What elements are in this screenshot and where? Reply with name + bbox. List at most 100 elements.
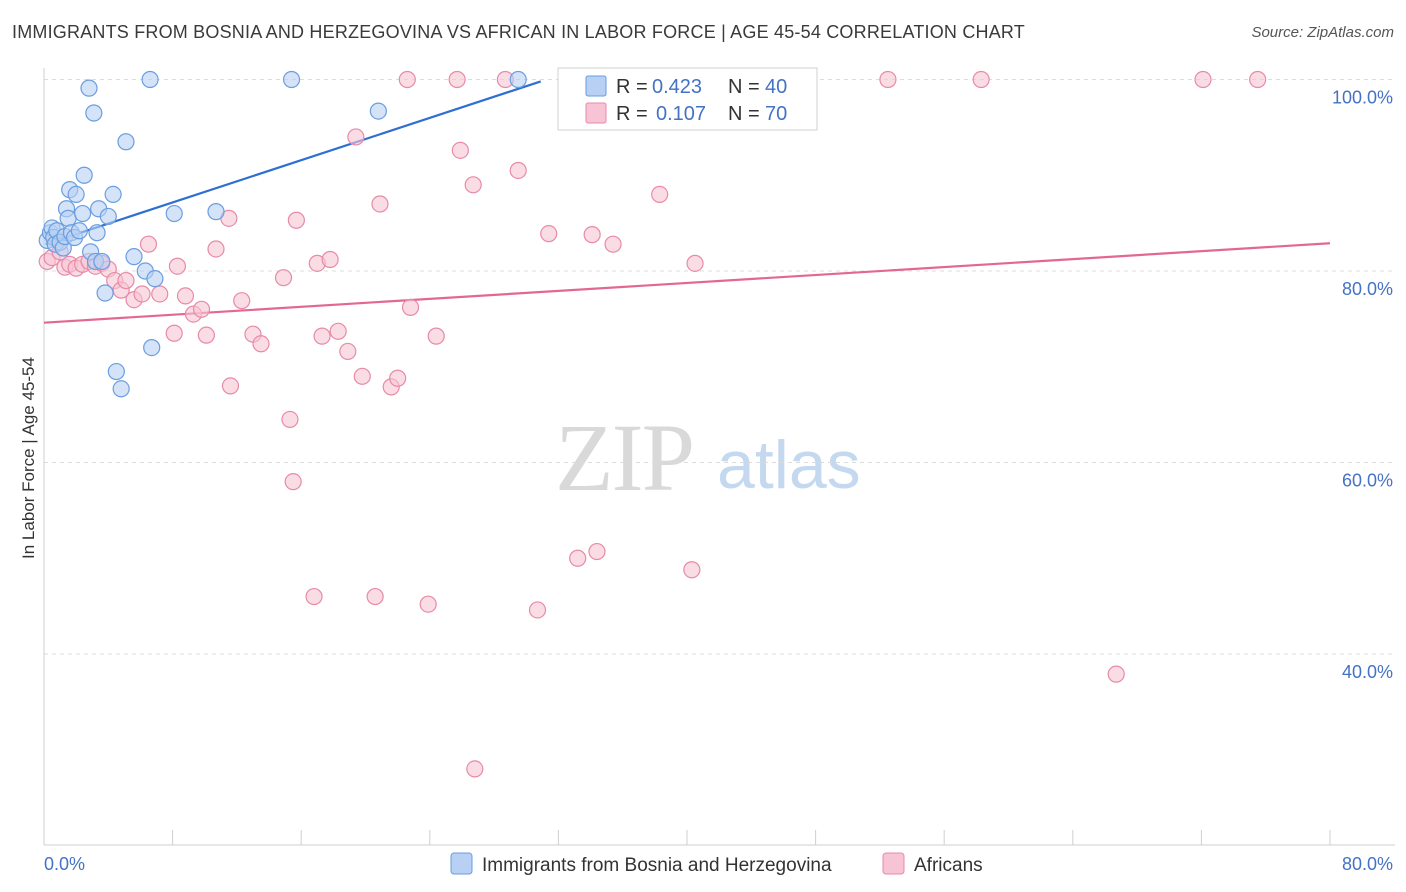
data-point-pink [192, 300, 211, 318]
legend-r-label-blue: R = [616, 76, 648, 98]
data-point-blue [80, 79, 98, 97]
legend-n-label-pink: N = [728, 103, 760, 125]
data-point-blue [75, 166, 93, 184]
data-point-blue [67, 185, 85, 203]
data-point-pink [168, 257, 187, 275]
data-point-blue [107, 362, 125, 381]
data-point-pink [281, 410, 299, 429]
trend-line-pink [43, 242, 1331, 324]
legend-n-value-blue: 40 [765, 76, 787, 98]
data-point-pink [604, 235, 622, 253]
data-point-pink [274, 269, 293, 287]
data-point-pink [176, 287, 195, 305]
data-point-pink [448, 70, 466, 89]
data-point-blue [70, 222, 88, 240]
data-point-pink [305, 587, 323, 606]
x-tick-label: 0.0% [44, 854, 85, 874]
tick-labels: 100.0% 80.0% 60.0% 40.0% 0.0% 80.0% [44, 88, 1393, 875]
data-point-pink [879, 70, 897, 89]
legend-r-value-blue: 0.423 [652, 76, 702, 98]
data-point-pink [329, 322, 347, 340]
data-point-pink [588, 542, 606, 561]
data-point-pink [347, 128, 365, 146]
data-point-pink [683, 561, 701, 579]
data-point-pink [427, 327, 445, 345]
data-point-pink [371, 195, 389, 213]
y-tick-label: 100.0% [1332, 88, 1393, 108]
watermark-atlas: atlas [717, 427, 861, 503]
data-point-blue [96, 284, 114, 302]
data-point-pink [401, 298, 420, 316]
data-point-blue [165, 204, 183, 223]
data-points [38, 70, 1267, 778]
data-point-blue [88, 224, 106, 242]
data-point-pink [197, 326, 215, 344]
chart-title: IMMIGRANTS FROM BOSNIA AND HERZEGOVINA V… [12, 22, 1025, 42]
data-point-blue [99, 207, 117, 226]
data-point-blue [104, 185, 122, 203]
data-point-pink [1249, 70, 1267, 89]
data-point-pink [509, 161, 527, 180]
data-point-pink [419, 595, 437, 613]
data-point-pink [165, 324, 183, 342]
data-point-pink [207, 240, 225, 258]
data-point-pink [133, 285, 151, 303]
legend-n-label-blue: N = [728, 76, 760, 98]
legend-r-value-pink: 0.107 [656, 103, 706, 125]
watermark: ZIP atlas [555, 404, 861, 511]
bottom-legend: Immigrants from Bosnia and Herzegovina A… [450, 852, 983, 876]
data-point-pink [321, 250, 339, 269]
y-axis-label: In Labor Force | Age 45-54 [19, 357, 38, 559]
legend-swatch-pink [585, 102, 607, 124]
data-point-blue [509, 70, 527, 89]
data-point-pink [398, 70, 416, 89]
data-point-pink [389, 369, 407, 387]
data-point-pink [139, 235, 158, 253]
gridlines [44, 79, 1395, 655]
data-point-blue [59, 209, 77, 227]
data-point-pink [464, 176, 482, 194]
data-point-pink [339, 342, 357, 361]
axes [43, 68, 1395, 846]
data-point-pink [252, 335, 270, 353]
data-point-pink [569, 549, 587, 567]
data-point-blue [85, 104, 103, 122]
data-point-blue [117, 133, 135, 151]
legend: R = 0.423 N = 40 R = 0.107 N = 70 [557, 67, 818, 131]
data-point-blue [112, 380, 130, 398]
legend-r-label-pink: R = [616, 103, 648, 125]
y-tick-label: 40.0% [1342, 662, 1393, 682]
data-point-blue [146, 270, 164, 288]
data-point-blue [369, 102, 387, 120]
x-tick-label: 80.0% [1342, 854, 1393, 874]
data-point-blue [93, 252, 111, 271]
data-point-pink [972, 70, 990, 89]
bottom-legend-swatch-pink [882, 852, 905, 875]
data-point-pink [466, 760, 484, 778]
data-point-pink [151, 285, 169, 303]
data-point-pink [313, 327, 331, 345]
data-point-pink [1194, 70, 1212, 89]
legend-n-value-pink: 70 [765, 103, 787, 125]
data-point-blue [73, 204, 92, 223]
data-point-pink [221, 377, 240, 395]
data-point-pink [651, 185, 669, 203]
data-point-pink [284, 473, 302, 491]
y-tick-label: 80.0% [1342, 279, 1393, 299]
bottom-legend-label-pink: Africans [914, 855, 983, 876]
trend-lines [43, 80, 1331, 324]
data-point-pink [1107, 665, 1125, 683]
y-tick-label: 60.0% [1342, 471, 1393, 491]
data-point-pink [540, 225, 558, 243]
data-point-blue [207, 203, 225, 221]
data-point-pink [287, 211, 305, 229]
source-credit: Source: ZipAtlas.com [1251, 24, 1394, 41]
trend-line-blue [45, 80, 542, 246]
data-point-blue [141, 70, 159, 89]
data-point-pink [366, 587, 384, 606]
data-point-blue [125, 248, 143, 266]
data-point-pink [233, 292, 251, 310]
data-point-pink [528, 601, 547, 619]
data-point-pink [686, 254, 704, 272]
